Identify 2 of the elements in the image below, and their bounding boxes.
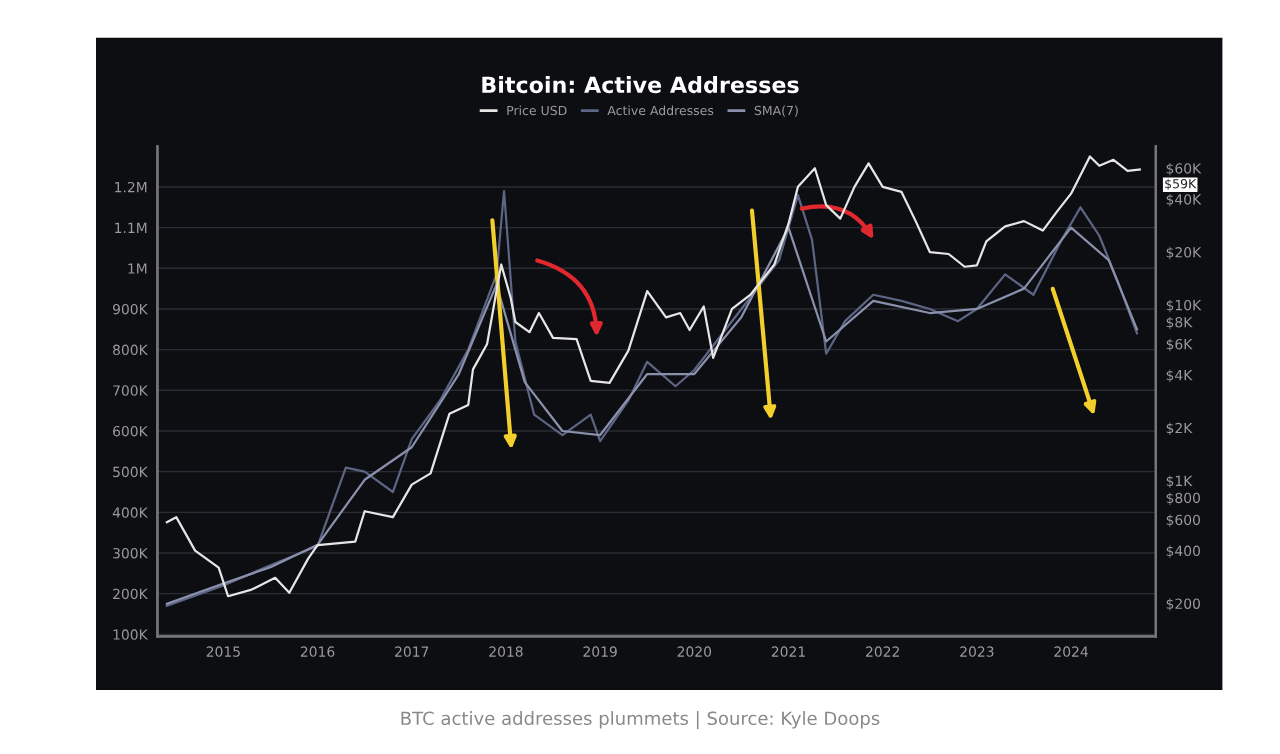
text: BTC active addresses plummets | Source: Kyle Doops: [401, 711, 880, 730]
chart-title: Bitcoin: Active Addresses: [482, 75, 799, 94]
